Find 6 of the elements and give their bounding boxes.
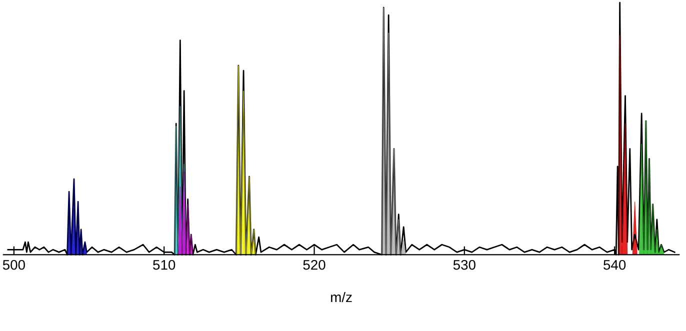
x-tick-label: 500 — [2, 260, 25, 270]
x-axis-title: m/z — [331, 292, 352, 302]
x-tick-label: 510 — [153, 260, 176, 270]
x-tick-label: 530 — [453, 260, 476, 270]
x-tick-label: 540 — [604, 260, 626, 270]
x-tick-label: 520 — [303, 260, 326, 270]
